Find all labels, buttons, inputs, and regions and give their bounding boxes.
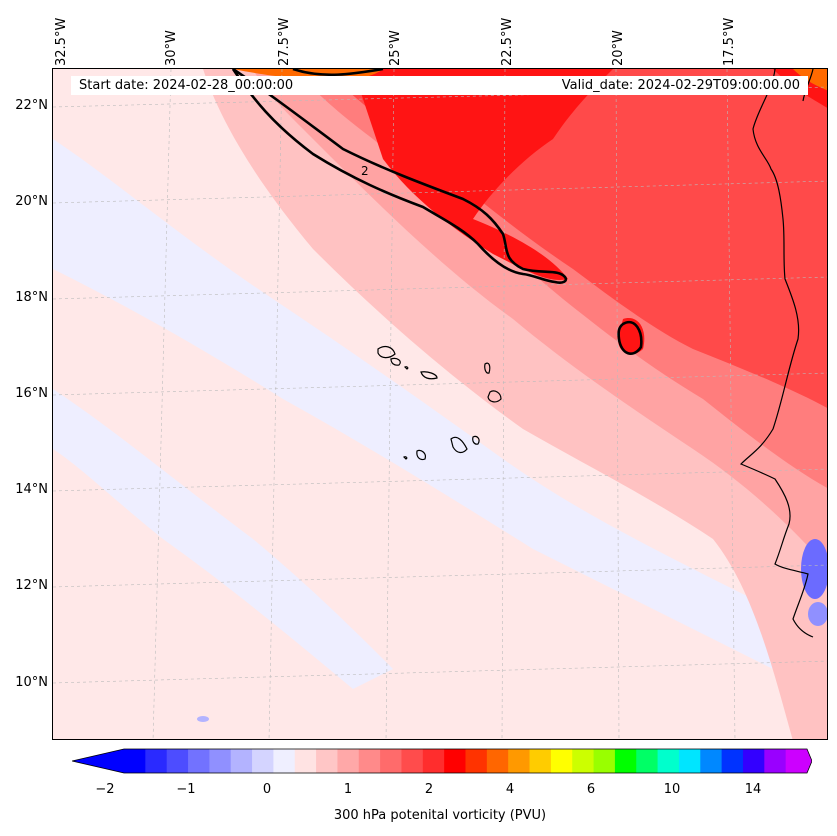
pv-negative-spot bbox=[808, 602, 827, 626]
longitude-label: 25°W bbox=[388, 30, 403, 66]
colorbar-segment bbox=[742, 749, 765, 773]
latitude-label: 20°N bbox=[15, 194, 48, 209]
graticule bbox=[53, 69, 827, 739]
colorbar-segment bbox=[273, 749, 296, 773]
colorbar-segment bbox=[209, 749, 232, 773]
colorbar-segment bbox=[529, 749, 552, 773]
latitude-label: 18°N bbox=[15, 290, 48, 305]
pv-deep-red-core bbox=[353, 69, 613, 280]
colorbar-segment bbox=[657, 749, 680, 773]
colorbar-segment bbox=[678, 749, 701, 773]
colorbar-segment bbox=[230, 749, 253, 773]
colorbar-segment bbox=[465, 749, 488, 773]
colorbar-tick: 4 bbox=[505, 782, 515, 797]
pv-field-map: 2 bbox=[53, 69, 827, 739]
colorbar-segment bbox=[252, 749, 274, 773]
colorbar-segment bbox=[401, 749, 424, 773]
colorbar-segment bbox=[422, 749, 445, 773]
contour-label: 2 bbox=[361, 164, 369, 178]
colorbar-segment bbox=[166, 749, 189, 773]
pv-negative-band bbox=[53, 139, 813, 669]
colorbar-segment bbox=[721, 749, 744, 773]
colorbar-segment bbox=[124, 749, 146, 773]
start-date-label: Start date: 2024-02-28_00:00:00 bbox=[79, 78, 294, 93]
colorbar-segment bbox=[316, 749, 338, 773]
pv-negative-band bbox=[53, 389, 393, 689]
pv-contour-line bbox=[231, 69, 568, 284]
colorbar-tick: 2 bbox=[424, 782, 434, 797]
valid-date-label: Valid_date: 2024-02-29T09:00:00.00 bbox=[561, 78, 800, 93]
colorbar-tick: 10 bbox=[663, 782, 681, 797]
colorbar-outline bbox=[72, 748, 812, 774]
longitude-label: 32.5°W bbox=[54, 17, 69, 66]
colorbar-label: 300 hPa potenital vorticity (PVU) bbox=[333, 808, 547, 823]
colorbar-segment bbox=[145, 749, 168, 773]
colorbar-tick: 6 bbox=[586, 782, 596, 797]
colorbar-segment bbox=[444, 749, 466, 773]
latitude-label: 10°N bbox=[15, 675, 48, 690]
colorbar-segment bbox=[550, 749, 573, 773]
longitude-label: 17.5°W bbox=[722, 17, 737, 66]
colorbar-segment bbox=[614, 749, 637, 773]
latitude-label: 16°N bbox=[15, 386, 48, 401]
colorbar-segment bbox=[785, 749, 808, 773]
colorbar-tick: 0 bbox=[262, 782, 272, 797]
pv-contour-line bbox=[292, 69, 384, 77]
colorbar-segment bbox=[700, 749, 723, 773]
map-panel[interactable]: 2 bbox=[52, 68, 828, 740]
pv-negative-spot bbox=[197, 716, 209, 722]
colorbar-segment bbox=[508, 749, 531, 773]
colorbar-tick: −2 bbox=[95, 782, 115, 797]
colorbar bbox=[72, 748, 812, 774]
coastline bbox=[739, 69, 814, 638]
colorbar-extend-high bbox=[807, 749, 812, 773]
latitude-label: 14°N bbox=[15, 482, 48, 497]
latitude-label: 22°N bbox=[15, 98, 48, 113]
colorbar-segment bbox=[593, 749, 616, 773]
colorbar-tick: 1 bbox=[343, 782, 353, 797]
pv-contour-line bbox=[617, 321, 643, 355]
colorbar-segment bbox=[294, 749, 317, 773]
cape-verde-islands bbox=[377, 345, 502, 461]
colorbar-tick: 14 bbox=[744, 782, 762, 797]
colorbar-segment bbox=[358, 749, 381, 773]
colorbar-segment bbox=[636, 749, 659, 773]
colorbar-segment bbox=[337, 749, 360, 773]
longitude-label: 30°W bbox=[164, 30, 179, 66]
colorbar-segment bbox=[380, 749, 402, 773]
longitude-label: 20°W bbox=[611, 30, 626, 66]
latitude-label: 12°N bbox=[15, 578, 48, 593]
colorbar-tick: −1 bbox=[176, 782, 196, 797]
colorbar-extend-low bbox=[72, 749, 124, 773]
pv-negative-spot bbox=[801, 539, 827, 599]
coastline bbox=[802, 69, 814, 102]
longitude-label: 27.5°W bbox=[277, 17, 292, 66]
colorbar-segment bbox=[188, 749, 210, 773]
run-info-bar: Start date: 2024-02-28_00:00:00 Valid_da… bbox=[71, 76, 808, 95]
colorbar-segment bbox=[572, 749, 595, 773]
longitude-label: 22.5°W bbox=[500, 17, 515, 66]
colorbar-segment bbox=[764, 749, 787, 773]
colorbar-segment bbox=[486, 749, 509, 773]
